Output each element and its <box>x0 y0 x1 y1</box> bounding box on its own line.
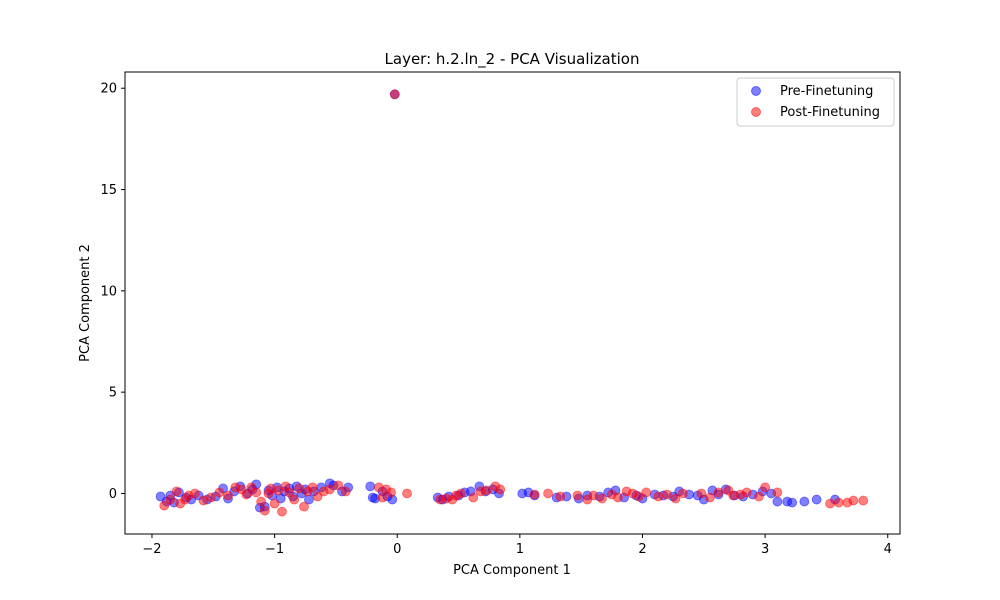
data-point-post-69 <box>705 492 715 503</box>
data-point-post-28 <box>299 501 309 512</box>
y-tick-label: 20 <box>100 82 117 97</box>
data-point-post-54 <box>572 490 583 501</box>
x-axis: −2 −1 0 1 2 3 4 <box>142 534 892 557</box>
data-point-pre-37 <box>365 481 376 492</box>
data-point-post-3 <box>171 486 182 497</box>
x-tick-label: 4 <box>884 542 892 557</box>
data-point-post-16 <box>251 487 262 498</box>
data-point-post-18 <box>259 505 270 516</box>
data-point-post-35 <box>340 486 351 497</box>
data-point-pre-83 <box>787 497 797 508</box>
data-point-post-66 <box>670 493 681 504</box>
y-axis: 0 5 10 15 20 <box>100 82 125 502</box>
data-point-post-64 <box>653 491 664 502</box>
data-point-post-39 <box>386 487 397 498</box>
data-point-post-48 <box>481 485 492 496</box>
data-point-post-46 <box>468 492 479 503</box>
data-point-post-76 <box>760 482 771 493</box>
data-point-pre-81 <box>772 496 783 507</box>
data-point-post-2 <box>165 494 176 505</box>
data-point-post-52 <box>543 488 553 499</box>
plot-frame <box>124 71 901 535</box>
data-point-post-63 <box>641 487 652 498</box>
data-point-post-11 <box>223 490 233 501</box>
y-axis-label: PCA Component 2 <box>78 244 93 362</box>
data-point-post-40 <box>402 488 412 499</box>
x-tick-label: 1 <box>516 542 524 557</box>
data-point-post-50 <box>495 484 506 495</box>
x-tick-label: −1 <box>265 542 284 557</box>
data-point-post-79 <box>833 497 844 508</box>
data-point-post-17 <box>256 496 267 507</box>
y-tick-label: 5 <box>109 386 117 401</box>
data-point-post-34 <box>333 480 344 491</box>
data-point-post-23 <box>277 506 287 517</box>
data-point-post-21 <box>269 498 280 509</box>
y-tick-label: 0 <box>109 487 117 502</box>
data-point-post-75 <box>754 491 764 502</box>
data-point-post-10 <box>214 487 225 498</box>
data-point-post-74 <box>741 487 752 498</box>
x-tick-label: 3 <box>761 542 769 557</box>
x-tick-label: 2 <box>638 542 646 557</box>
data-point-post-26 <box>289 494 300 505</box>
data-point-post-57 <box>597 493 607 504</box>
data-point-post-70 <box>713 487 724 498</box>
data-point-post-56 <box>588 490 599 501</box>
data-point-post-25 <box>284 487 295 498</box>
data-point-pre-84 <box>799 496 810 507</box>
data-point-post-14 <box>241 489 252 500</box>
legend: Pre-Finetuning Post-Finetuning <box>736 77 895 127</box>
data-point-post-45 <box>456 488 466 499</box>
data-point-post-33 <box>324 484 335 495</box>
data-point-post-77 <box>772 487 783 498</box>
x-axis-label: PCA Component 1 <box>453 563 571 578</box>
data-point-post-68 <box>696 488 707 499</box>
data-point-post-0 <box>389 89 400 100</box>
legend-label-pre-finetuning: Pre-Finetuning <box>780 84 873 99</box>
legend-label-post-finetuning: Post-Finetuning <box>780 105 880 120</box>
points-layer <box>155 89 869 517</box>
data-point-post-7 <box>189 488 200 499</box>
data-point-post-37 <box>377 492 388 503</box>
data-point-post-9 <box>205 492 216 503</box>
data-point-post-78 <box>825 498 835 509</box>
y-tick-label: 10 <box>100 284 117 299</box>
data-point-post-53 <box>555 491 566 502</box>
data-point-post-51 <box>529 489 540 500</box>
y-tick-label: 15 <box>100 183 117 198</box>
chart-title: Layer: h.2.ln_2 - PCA Visualization <box>385 50 640 69</box>
data-point-post-65 <box>662 489 672 500</box>
data-point-post-30 <box>307 482 318 493</box>
legend-marker-post-finetuning <box>751 107 761 117</box>
x-tick-label: −2 <box>142 542 161 557</box>
data-point-post-81 <box>848 495 859 506</box>
data-point-post-22 <box>273 485 284 496</box>
x-tick-label: 0 <box>393 542 401 557</box>
data-point-post-1 <box>159 500 170 511</box>
data-point-post-62 <box>633 491 644 502</box>
legend-box <box>736 77 895 127</box>
data-point-pre-85 <box>811 494 822 505</box>
legend-marker-pre-finetuning <box>751 86 761 96</box>
data-point-post-67 <box>678 488 688 499</box>
data-point-post-27 <box>294 483 305 494</box>
data-point-post-82 <box>858 495 869 506</box>
data-point-post-59 <box>613 492 623 503</box>
